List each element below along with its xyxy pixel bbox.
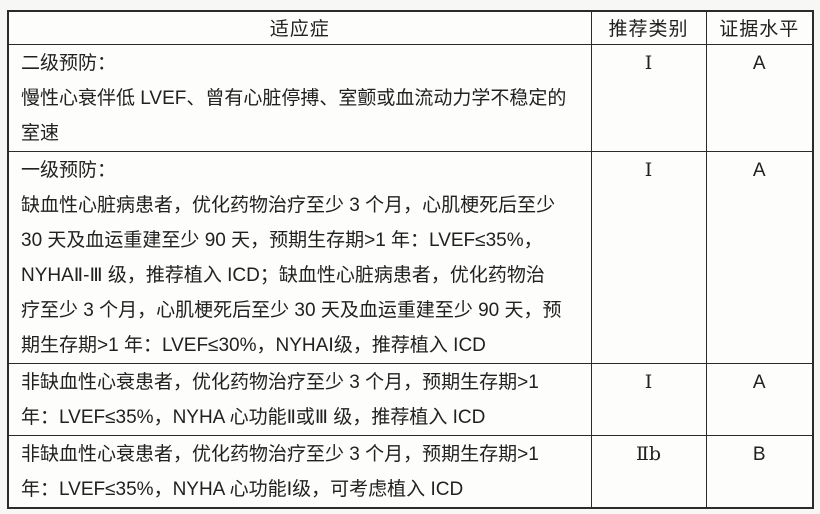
evidence-level-cell: A [705,43,814,152]
indication-cell: 一级预防： 缺血性心脏病患者，优化药物治疗至少 3 个月，心肌梗死后至少 30 … [7,150,592,364]
evidence-level-cell: B [705,434,814,508]
table-row-secondary-prevention: 二级预防： 慢性心衰伴低 LVEF、曾有心脏停搏、室颤或血流动力学不稳定的 室速… [7,43,814,152]
indication-cell: 非缺血性心衰患者，优化药物治疗至少 3 个月，预期生存期>1 年：LVEF≤35… [7,362,592,436]
indication-cell: 非缺血性心衰患者，优化药物治疗至少 3 个月，预期生存期>1 年：LVEF≤35… [7,434,592,508]
evidence-level-column-header: 证据水平 [705,10,814,45]
recommendation-class-cell: Ⅰ [590,150,707,364]
header-row: 适应症 推荐类别 证据水平 [7,10,814,45]
indication-column-header: 适应症 [7,10,592,45]
recommendation-class-cell: Ⅰ [590,362,707,436]
table-row-nonischemic-class2-3: 非缺血性心衰患者，优化药物治疗至少 3 个月，预期生存期>1 年：LVEF≤35… [7,362,814,436]
evidence-level-cell: A [705,362,814,436]
indication-cell: 二级预防： 慢性心衰伴低 LVEF、曾有心脏停搏、室颤或血流动力学不稳定的 室速 [7,43,592,152]
recommendation-class-column-header: 推荐类别 [590,10,707,45]
evidence-level-cell: A [705,150,814,364]
table-row-primary-prevention: 一级预防： 缺血性心脏病患者，优化药物治疗至少 3 个月，心肌梗死后至少 30 … [7,150,814,364]
recommendation-class-cell: Ⅰ [590,43,707,152]
table-row-nonischemic-class1: 非缺血性心衰患者，优化药物治疗至少 3 个月，预期生存期>1 年：LVEF≤35… [7,434,814,508]
icd-indications-table: 适应症 推荐类别 证据水平 二级预防： 慢性心衰伴低 LVEF、曾有心脏停搏、室… [7,10,814,509]
recommendation-class-cell: Ⅱb [590,434,707,508]
